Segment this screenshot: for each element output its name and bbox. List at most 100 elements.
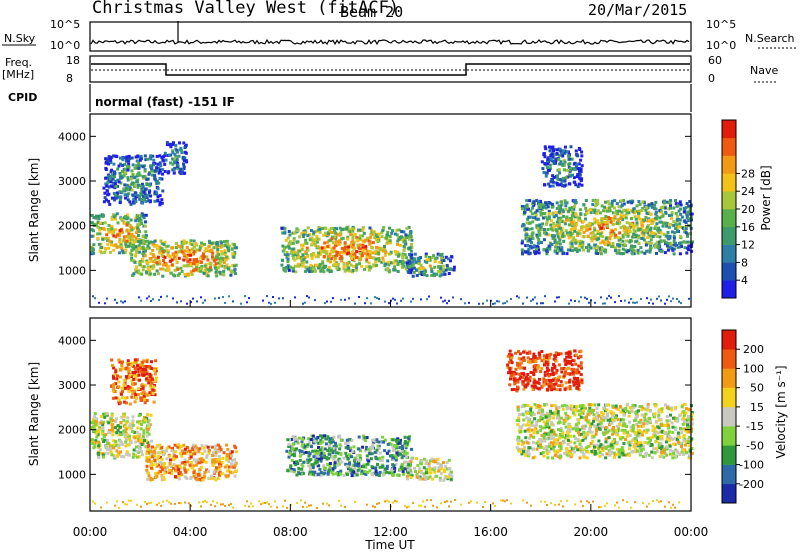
range-cell (128, 223, 132, 227)
range-cell (188, 258, 192, 262)
range-cell (152, 451, 156, 455)
range-cell (230, 454, 234, 458)
range-cell (290, 448, 294, 452)
range-cell (156, 195, 160, 199)
range-cell (103, 438, 107, 442)
range-cell (120, 443, 124, 446)
range-cell (598, 247, 602, 251)
range-cell (430, 270, 434, 273)
range-cell (285, 449, 289, 453)
range-cell (321, 227, 325, 230)
range-cell (409, 262, 413, 266)
range-cell (309, 458, 313, 461)
range-cell (138, 447, 142, 451)
range-cell (293, 448, 297, 451)
range-cell (569, 221, 573, 224)
range-cell (572, 219, 576, 223)
range-cell (352, 254, 355, 258)
range-cell (112, 192, 116, 195)
range-cell (331, 468, 335, 472)
range-cell (419, 266, 423, 270)
range-cell (326, 462, 330, 466)
range-cell (443, 272, 447, 276)
range-cell (634, 240, 638, 244)
range-cell (623, 226, 627, 230)
range-cell (160, 247, 164, 251)
range-cell (410, 253, 414, 257)
range-cell (126, 363, 130, 367)
range-cell (669, 241, 673, 245)
range-cell (325, 437, 329, 441)
range-cell (112, 388, 116, 392)
range-cell (672, 239, 676, 243)
range-cell (104, 433, 108, 436)
range-cell (149, 240, 153, 244)
range-cell (398, 446, 402, 450)
range-cell (563, 178, 567, 181)
range-cell (409, 476, 413, 479)
range-cell (528, 215, 532, 219)
range-cell (182, 171, 186, 175)
range-cell (347, 269, 351, 273)
range-cell (688, 200, 692, 203)
range-cell (214, 469, 218, 473)
range-cell (195, 260, 199, 264)
range-cell (589, 211, 593, 215)
range-cell (385, 236, 388, 240)
range-cell (158, 262, 162, 266)
range-cell (640, 250, 644, 254)
range-cell (396, 473, 400, 477)
range-cell (145, 183, 149, 187)
range-cell (313, 242, 317, 246)
range-cell (305, 241, 309, 245)
range-cell (335, 254, 339, 258)
range-cell (567, 218, 571, 222)
range-cell (634, 417, 638, 420)
range-cell (156, 471, 160, 475)
range-cell (107, 185, 111, 189)
range-cell (621, 218, 625, 221)
range-cell (312, 232, 315, 236)
range-cell (130, 228, 134, 232)
range-cell (333, 459, 337, 463)
range-cell (637, 236, 640, 240)
range-cell (535, 420, 539, 424)
range-cell (410, 268, 414, 272)
range-cell (678, 222, 682, 226)
range-cell (200, 460, 204, 464)
range-cell (189, 476, 193, 480)
range-cell (182, 253, 186, 257)
range-cell (404, 446, 408, 450)
ground-scatter-cell (94, 297, 96, 300)
range-cell (604, 209, 608, 213)
range-cell (430, 457, 434, 461)
range-cell (130, 175, 133, 179)
range-cell (535, 209, 539, 213)
range-cell (577, 169, 581, 173)
range-cell (105, 412, 109, 416)
range-cell (291, 269, 295, 273)
range-cell (306, 226, 310, 230)
range-cell (143, 154, 147, 158)
range-cell (361, 240, 365, 244)
range-cell (294, 270, 298, 274)
range-cell (166, 171, 170, 175)
range-cell (142, 216, 146, 220)
range-cell (626, 234, 630, 238)
range-cell (616, 433, 619, 437)
range-cell (575, 409, 579, 413)
range-cell (402, 454, 406, 458)
range-cell (117, 433, 121, 437)
range-cell (643, 229, 647, 233)
range-cell (224, 474, 228, 478)
ground-scatter-cell (378, 297, 380, 300)
range-cell (534, 211, 537, 215)
ground-scatter-cell (420, 298, 422, 301)
range-cell (136, 216, 140, 220)
range-cell (392, 464, 396, 468)
range-cell (408, 253, 411, 256)
range-cell (90, 426, 94, 430)
range-cell (568, 241, 572, 245)
range-cell (621, 247, 625, 251)
range-cell (525, 221, 529, 225)
